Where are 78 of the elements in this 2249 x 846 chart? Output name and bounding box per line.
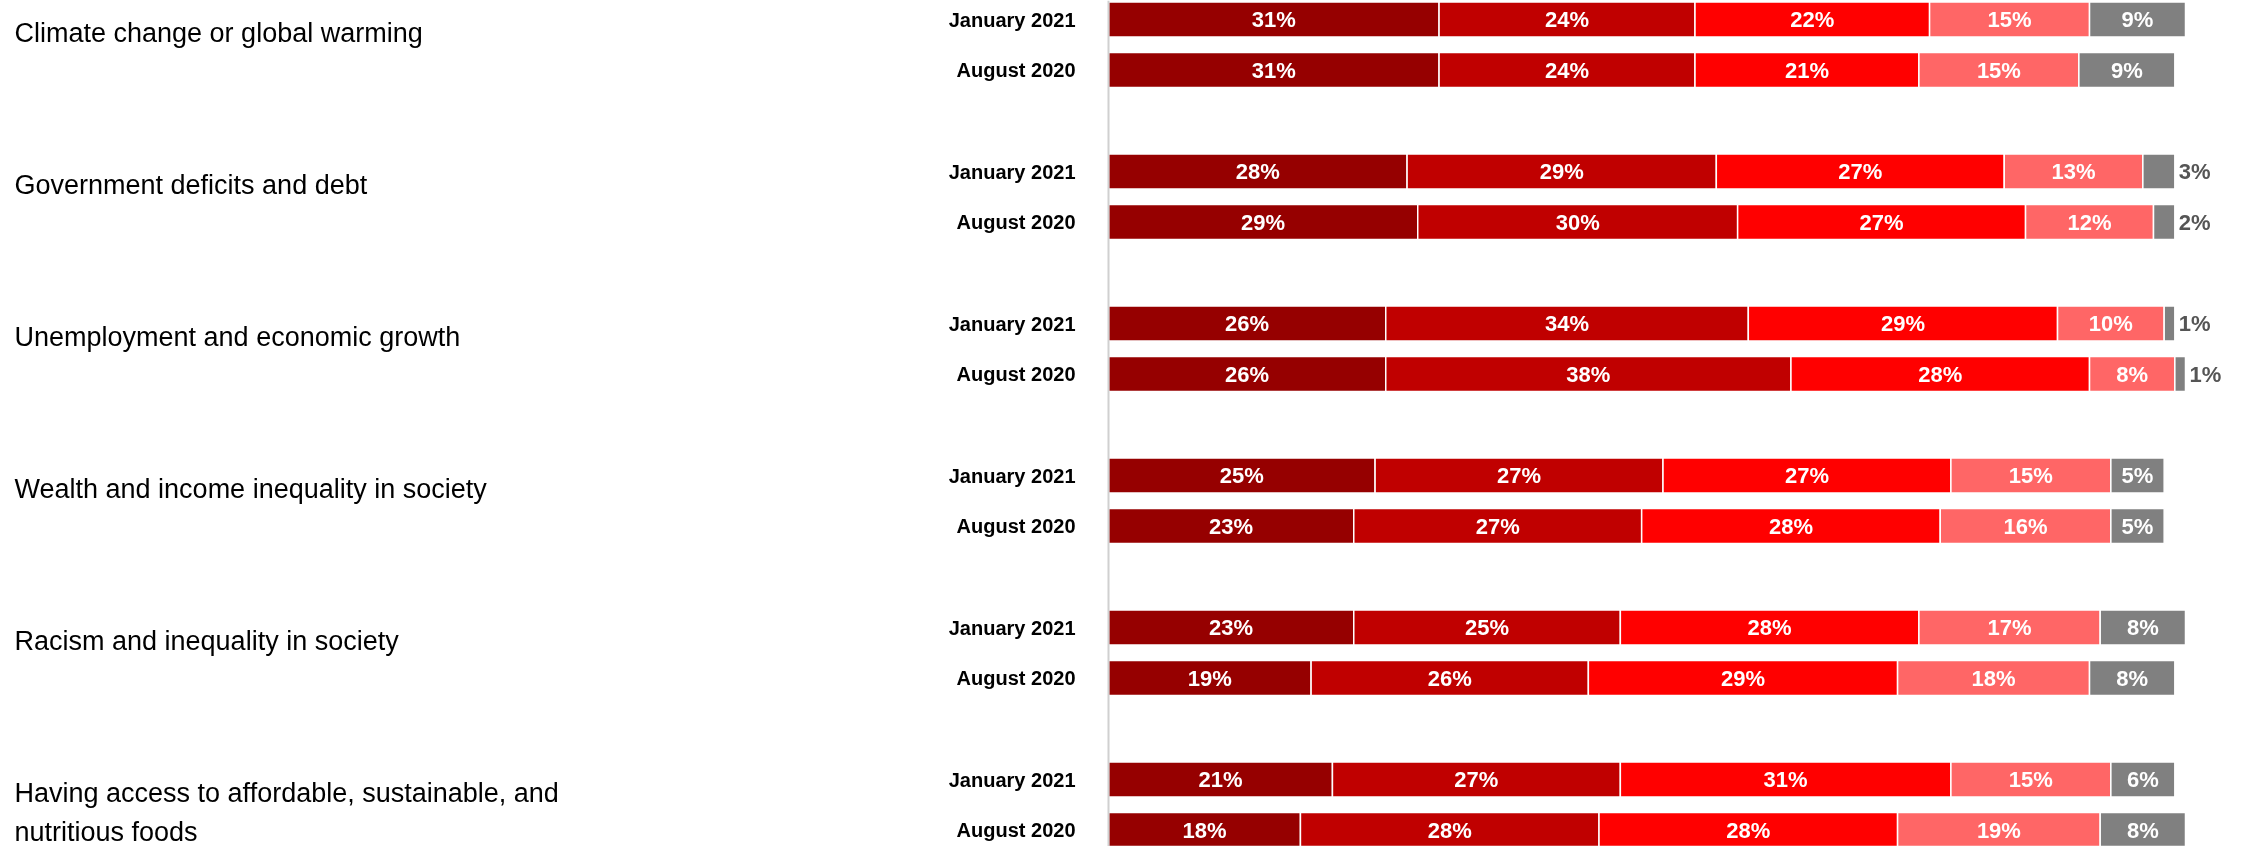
data-label: 28%: [1427, 817, 1472, 843]
data-label: 8%: [2126, 817, 2159, 843]
y-tick-label: August 2020: [956, 819, 1076, 841]
y-tick-label: January 2021: [948, 616, 1076, 639]
data-label: 24%: [1545, 7, 1590, 32]
data-label: 25%: [1465, 615, 1510, 640]
y-tick-label: January 2021: [948, 464, 1076, 487]
data-label: 28%: [1918, 361, 1963, 387]
data-label: 28%: [1768, 513, 1813, 539]
data-label: 2%: [2178, 209, 2211, 235]
text: Racism and inequality in society: [14, 625, 400, 656]
data-label: 21%: [1784, 57, 1829, 83]
y-tick-label: August 2020: [956, 515, 1076, 537]
data-label: 26%: [1225, 311, 1270, 336]
data-label: 3%: [2178, 159, 2211, 184]
data-label: 9%: [2110, 57, 2143, 83]
data-label: 27%: [1454, 767, 1499, 792]
data-label: 9%: [2121, 7, 2154, 32]
text: Government deficits and debt: [14, 169, 368, 200]
text: Climate change or global warming: [14, 17, 423, 48]
y-tick-label: January 2021: [948, 8, 1076, 31]
data-label: 15%: [1976, 57, 2021, 83]
data-label: 29%: [1539, 159, 1584, 184]
y-tick-label: August 2020: [956, 211, 1076, 233]
data-label: 21%: [1198, 767, 1243, 792]
y-tick-label: January 2021: [948, 768, 1076, 791]
data-label: 16%: [2003, 513, 2048, 539]
data-label: 24%: [1545, 57, 1590, 83]
data-label: 31%: [1251, 57, 1296, 83]
data-label: 29%: [1880, 311, 1925, 336]
data-label: 26%: [1427, 665, 1472, 691]
text: Unemployment and economic growth: [14, 321, 461, 352]
data-label: 27%: [1784, 463, 1829, 488]
text: Having access to affordable, sustainable, and nutritious foods: [14, 778, 559, 846]
data-label: 18%: [1971, 665, 2016, 691]
data-label: 8%: [2116, 665, 2149, 691]
data-label: 27%: [1475, 513, 1520, 539]
data-label: 19%: [1976, 817, 2021, 843]
data-label: 28%: [1235, 159, 1280, 184]
data-label: 30%: [1555, 209, 1600, 235]
data-label: 5%: [2121, 463, 2154, 488]
data-label: 27%: [1859, 209, 1904, 235]
data-label: 6%: [2126, 767, 2159, 792]
data-label: 27%: [1838, 159, 1883, 184]
data-label: 31%: [1251, 7, 1296, 32]
data-label: 15%: [2008, 767, 2053, 792]
data-label: 38%: [1566, 361, 1611, 387]
data-label: 8%: [2116, 361, 2149, 387]
data-label: 31%: [1763, 767, 1808, 792]
y-tick-label: August 2020: [956, 363, 1076, 385]
data-label: 18%: [1182, 817, 1227, 843]
data-label: 1%: [2189, 361, 2222, 387]
data-label: 8%: [2126, 615, 2159, 640]
data-label: 28%: [1747, 615, 1792, 640]
data-label: 28%: [1726, 817, 1771, 843]
data-label: 19%: [1187, 665, 1232, 691]
data-label: 23%: [1209, 513, 1254, 539]
y-tick-label: August 2020: [956, 59, 1076, 81]
data-label: 27%: [1497, 463, 1542, 488]
data-label: 5%: [2121, 513, 2154, 539]
y-tick-label: August 2020: [956, 667, 1076, 689]
data-label: 15%: [1987, 7, 2032, 32]
data-label: 23%: [1209, 615, 1254, 640]
y-tick-label: January 2021: [948, 160, 1076, 183]
data-label: 26%: [1225, 361, 1270, 387]
data-label: 29%: [1241, 209, 1286, 235]
data-label: 25%: [1219, 463, 1264, 488]
data-label: 10%: [2088, 311, 2133, 336]
data-label: 17%: [1987, 615, 2032, 640]
data-label: 34%: [1545, 311, 1590, 336]
text: Wealth and income inequality in society: [14, 473, 488, 504]
data-label: 15%: [2008, 463, 2053, 488]
data-label: 22%: [1790, 7, 1835, 32]
data-label: 1%: [2178, 311, 2211, 336]
y-tick-label: January 2021: [948, 312, 1076, 335]
data-label: 29%: [1720, 665, 1765, 691]
data-label: 12%: [2067, 209, 2112, 235]
data-label: 13%: [2051, 159, 2096, 184]
